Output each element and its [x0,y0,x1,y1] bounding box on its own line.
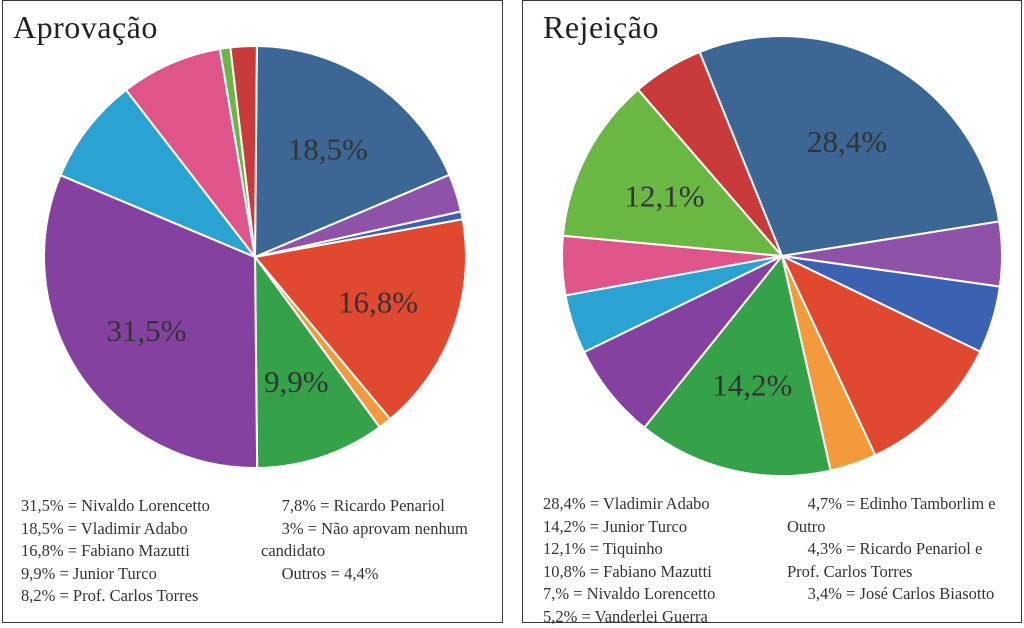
approval-legend-right: 7,8% = Ricardo Penariol 3% = Não aprovam… [261,495,468,585]
approval-panel: Aprovação 18,5%16,8%9,9%31,5% 31,5% = Ni… [2,0,503,623]
rejection-panel: Rejeição 28,4%14,2%12,1% 28,4% = Vladimi… [522,0,1022,623]
legend-entry-1-left-0: 28,4% = Vladimir Adabo [543,493,715,516]
pie-data-label-0-3: 16,8% [338,285,418,320]
legend-entry-0-left-1: 18,5% = Vladimir Adabo [21,518,210,541]
pie-data-label-1-9: 12,1% [625,179,705,214]
legend-entry-1-right-3: Prof. Carlos Torres [787,561,996,584]
legend-entry-0-right-3: Outros = 4,4% [261,563,468,586]
legend-entry-0-left-2: 16,8% = Fabiano Mazutti [21,540,210,563]
legend-entry-0-right-1: 3% = Não aprovam nenhum [261,518,468,541]
legend-entry-0-left-0: 31,5% = Nivaldo Lorencetto [21,495,210,518]
legend-entry-1-right-4: 3,4% = José Carlos Biasotto [787,583,996,606]
legend-entry-1-left-4: 7,% = Nivaldo Lorencetto [543,583,715,606]
legend-entry-1-left-1: 14,2% = Junior Turco [543,516,715,539]
approval-pie-chart: 18,5% 16,8% 9,9% 31,5% [3,1,504,481]
legend-entry-1-right-0: 4,7% = Edinho Tamborlim e [787,493,996,516]
legend-entry-0-left-3: 9,9% = Junior Turco [21,563,210,586]
legend-entry-0-right-2: candidato [261,540,468,563]
legend-entry-1-left-3: 10,8% = Fabiano Mazutti [543,561,715,584]
pie-data-label-0-0: 18,5% [288,131,368,166]
pie-data-label-0-5: 9,9% [264,364,329,399]
rejection-pie-chart: 28,4% 14,2% 12,1% [523,1,1023,481]
legend-entry-0-left-4: 8,2% = Prof. Carlos Torres [21,585,210,608]
legend-entry-1-right-2: 4,3% = Ricardo Penariol e [787,538,996,561]
legend-entry-1-left-2: 12,1% = Tiquinho [543,538,715,561]
legend-entry-0-right-0: 7,8% = Ricardo Penariol [261,495,468,518]
pie-data-label-1-0: 28,4% [807,124,887,159]
legend-entry-1-right-1: Outro [787,516,996,539]
pie-data-label-0-6: 31,5% [106,313,186,348]
pie-data-label-1-5: 14,2% [712,368,792,403]
